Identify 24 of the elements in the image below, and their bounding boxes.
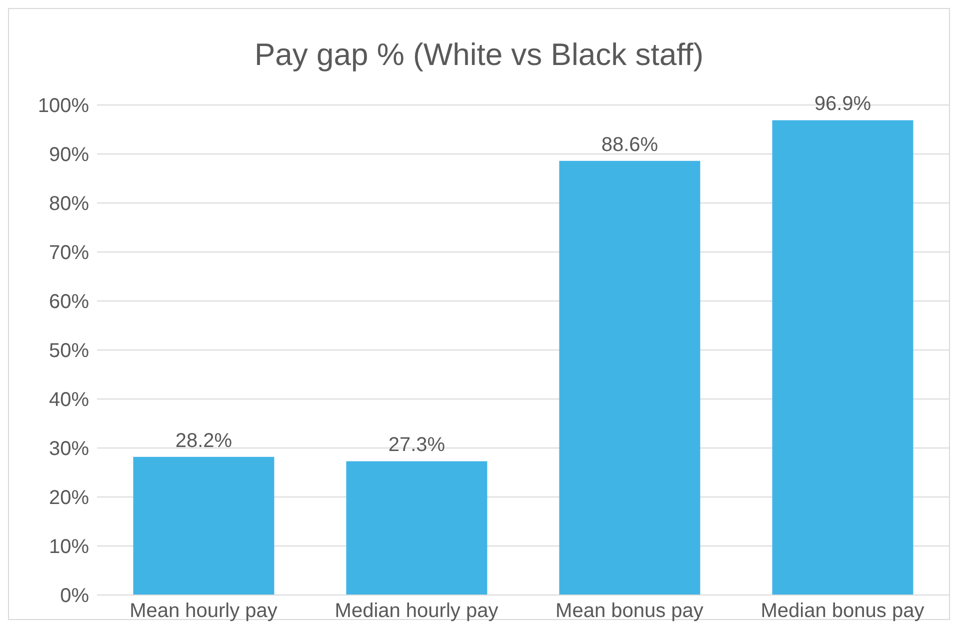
y-tick-label: 90% (48, 144, 90, 166)
y-tick-label: 10% (48, 536, 90, 558)
x-tick-label: Mean bonus pay (556, 600, 704, 622)
data-label: 27.3% (388, 434, 446, 456)
data-label: 28.2% (175, 430, 232, 452)
y-tick-label: 30% (48, 438, 90, 460)
data-label: 88.6% (601, 134, 658, 156)
y-tick-label: 40% (48, 389, 90, 412)
bar (133, 456, 274, 595)
y-tick-label: 60% (48, 291, 90, 314)
y-tick-label: 0% (60, 585, 90, 608)
bar (346, 461, 488, 595)
data-label: 96.9% (814, 93, 872, 116)
y-tick-label: 70% (48, 242, 90, 264)
y-tick-label: 100% (38, 95, 90, 118)
y-tick-label: 20% (48, 487, 90, 510)
chart-title: Pay gap % (White vs Black staff) (253, 36, 705, 74)
bar (772, 120, 914, 595)
x-tick-label: Median hourly pay (334, 600, 498, 622)
bar (559, 160, 700, 595)
y-tick-label: 50% (48, 340, 90, 362)
y-tick-label: 80% (48, 193, 90, 216)
x-tick-label: Median bonus pay (760, 600, 924, 622)
x-tick-label: Mean hourly pay (130, 600, 278, 622)
